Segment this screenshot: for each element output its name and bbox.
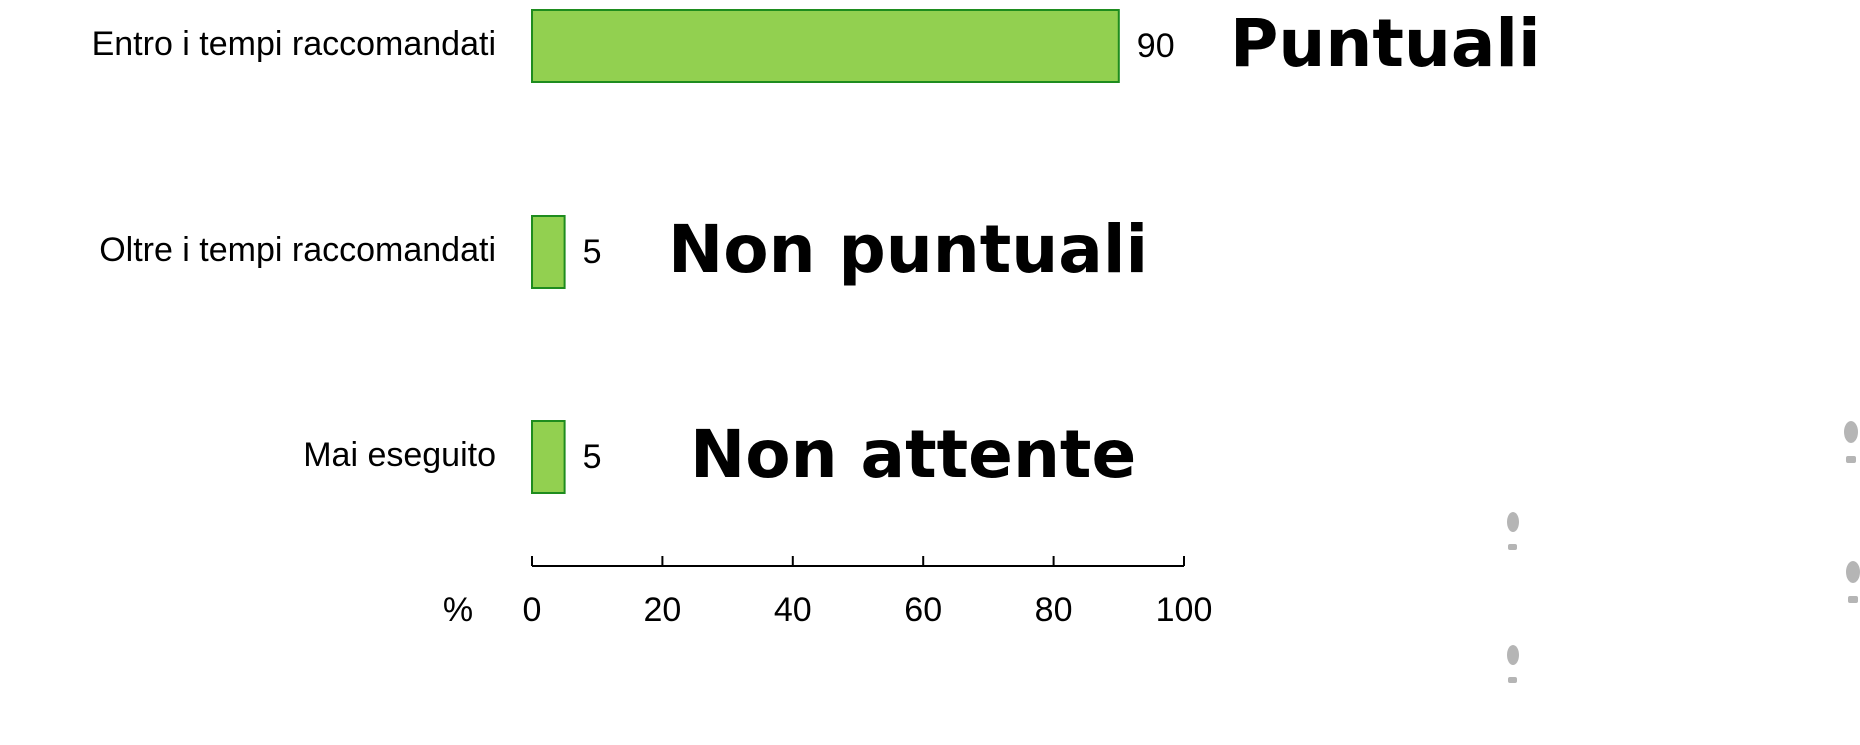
category-label: Entro i tempi raccomandati [92, 25, 496, 63]
bar [531, 215, 566, 289]
x-tick-label: 60 [904, 591, 942, 629]
footprints-decoration [1507, 421, 1860, 683]
value-label: 5 [583, 438, 602, 476]
value-label: 90 [1137, 27, 1175, 65]
x-tick-label: 40 [774, 591, 812, 629]
category-label: Oltre i tempi raccomandati [99, 231, 496, 269]
x-tick-label: 20 [643, 591, 681, 629]
annotation: Non attente [690, 416, 1136, 493]
x-tick-label: 80 [1035, 591, 1073, 629]
x-axis-label: % [443, 591, 473, 629]
annotation: Non puntuali [668, 211, 1148, 288]
annotation: Puntuali [1230, 5, 1541, 82]
category-label: Mai eseguito [303, 436, 496, 474]
bar [531, 9, 1120, 83]
bar [531, 420, 566, 494]
value-label: 5 [583, 233, 602, 271]
x-tick-label: 100 [1156, 591, 1213, 629]
x-tick-label: 0 [523, 591, 542, 629]
